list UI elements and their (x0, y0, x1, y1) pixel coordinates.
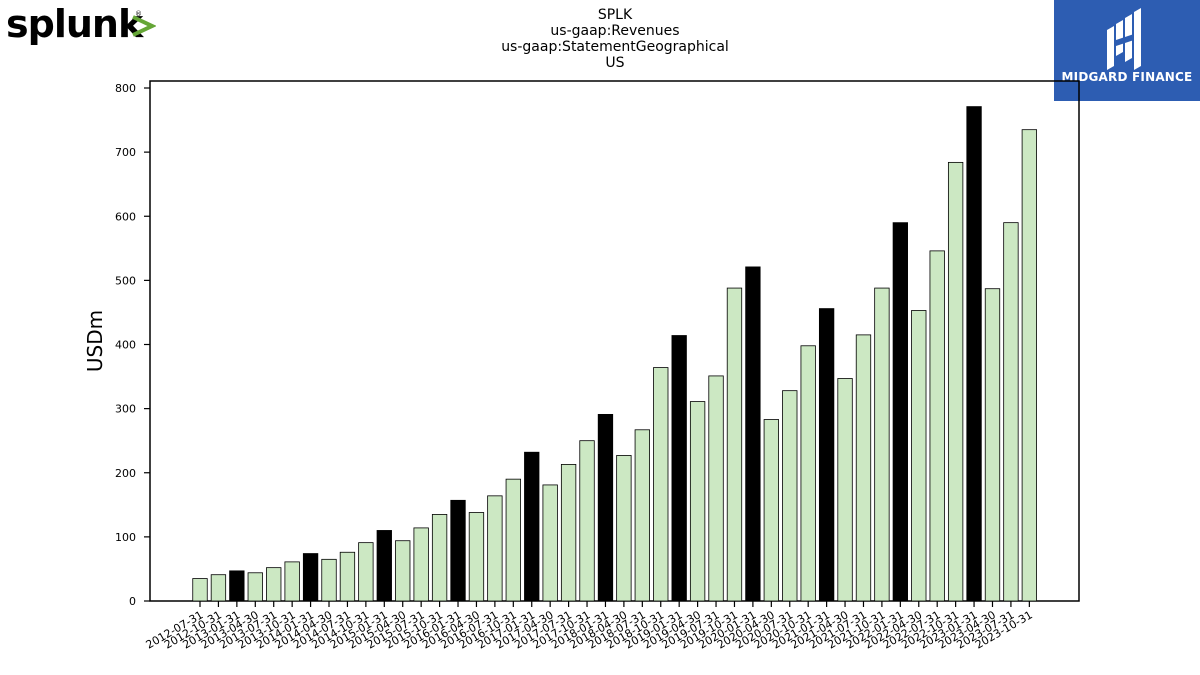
trademark-symbol: ® (135, 10, 142, 18)
bar-2013-07-31 (266, 567, 282, 602)
bar-2021-07-31 (855, 334, 872, 602)
y-tick-label: 700 (115, 146, 136, 159)
bar-2015-10-31 (431, 514, 448, 602)
bar-2015-04-30 (395, 540, 411, 602)
bar-2017-10-31 (579, 440, 595, 602)
bar-2015-07-31 (413, 527, 429, 602)
bar-2019-07-31 (708, 375, 724, 602)
bar-2018-04-30 (616, 455, 632, 602)
plot-area-frame (149, 80, 1080, 602)
y-axis: 0 100 200 300 400 500 600 700 800 (115, 82, 150, 608)
title-line-member: US (605, 55, 625, 71)
title-line-ticker: SPLK (597, 7, 633, 23)
bar-2023-07-31 (1003, 222, 1019, 602)
y-tick-label: 200 (115, 467, 136, 480)
bar-2022-10-31 (947, 161, 964, 602)
bar-2021-04-30 (837, 378, 853, 602)
midgard-monogram-icon (1107, 8, 1141, 70)
bar-2020-07-31 (782, 390, 798, 602)
bar-2017-04-30 (542, 484, 558, 602)
bar-2015-01-31 (376, 530, 392, 602)
bar-2014-04-30 (321, 558, 337, 602)
splunk-chevron-icon: ® (132, 10, 156, 37)
bar-2018-10-31 (653, 367, 669, 602)
bar-2019-01-31 (671, 335, 687, 602)
bar-2014-01-31 (302, 553, 319, 602)
bar-2023-01-31 (966, 106, 982, 602)
bar-2021-10-31 (874, 287, 890, 602)
bar-2016-04-30 (468, 512, 485, 602)
y-tick-label: 600 (115, 210, 136, 223)
y-tick-label: 800 (115, 82, 136, 95)
bar-2013-10-31 (284, 561, 300, 602)
y-tick-label: 300 (115, 403, 136, 416)
bar-2012-07-31 (192, 578, 208, 602)
bar-2012-10-31 (210, 574, 227, 602)
bar-2023-10-31 (1021, 129, 1037, 602)
y-axis-label: USDm (83, 310, 107, 372)
bar-2022-07-31 (929, 250, 945, 602)
midgard-finance-text: MIDGARD FINANCE (1061, 70, 1193, 84)
bar-2018-07-31 (634, 429, 650, 602)
bar-2020-01-31 (745, 266, 761, 602)
bar-2020-04-30 (763, 419, 779, 602)
y-tick-label: 500 (115, 274, 136, 287)
bar-2021-01-31 (818, 308, 835, 602)
splunk-logo: splunk ® (6, 2, 156, 52)
title-line-axis: us-gaap:StatementGeographical (501, 39, 729, 55)
bar-2023-04-30 (984, 288, 1001, 602)
splunk-logo-text: splunk (6, 2, 143, 46)
bar-2022-04-30 (911, 310, 927, 602)
bar-2016-01-31 (450, 499, 466, 602)
bar-2014-07-31 (339, 551, 356, 602)
chart-title: SPLK us-gaap:Revenues us-gaap:StatementG… (415, 7, 815, 71)
bar-2019-10-31 (726, 287, 743, 602)
bar-2017-07-31 (560, 464, 577, 602)
y-tick-label: 100 (115, 531, 136, 544)
bar-2014-10-31 (358, 542, 374, 602)
bars-group (192, 106, 1037, 602)
bar-2016-07-31 (487, 495, 503, 602)
bar-2013-01-31 (229, 570, 245, 602)
bar-2018-01-31 (597, 413, 614, 602)
y-tick-label: 0 (129, 595, 136, 608)
bar-2022-01-31 (892, 222, 908, 602)
x-axis: 2012-07-312012-10-312013-01-312013-04-30… (144, 601, 1035, 652)
bar-2019-04-30 (689, 401, 706, 602)
bar-2020-10-31 (800, 345, 816, 602)
y-tick-label: 400 (115, 339, 136, 352)
title-line-concept: us-gaap:Revenues (550, 23, 680, 39)
bar-2013-04-30 (247, 572, 263, 602)
bar-2017-01-31 (524, 451, 540, 602)
bar-2016-10-31 (505, 478, 521, 602)
